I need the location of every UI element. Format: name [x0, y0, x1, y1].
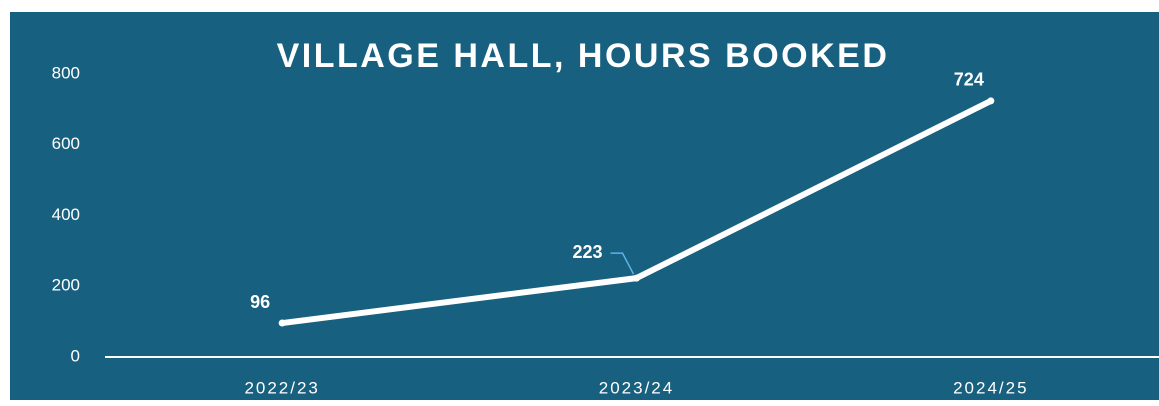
y-tick-label: 400 [52, 205, 80, 224]
data-label: 223 [572, 242, 602, 262]
y-tick-label: 800 [52, 63, 80, 82]
y-tick-label: 600 [52, 134, 80, 153]
leader-line [610, 252, 635, 275]
x-tick-label: 2023/24 [599, 378, 674, 397]
data-label: 96 [250, 292, 270, 312]
data-label: 724 [954, 70, 984, 90]
point [278, 319, 286, 327]
panel [10, 12, 1159, 400]
y-tick-label: 200 [52, 276, 80, 295]
x-tick-label: 2024/25 [953, 378, 1028, 397]
point [633, 274, 640, 282]
x-tick-label: 2022/23 [244, 378, 319, 397]
point [987, 97, 995, 105]
chart-title: VILLAGE HALL, HOURS BOOKED [277, 37, 890, 75]
y-tick-label: 0 [71, 346, 80, 365]
